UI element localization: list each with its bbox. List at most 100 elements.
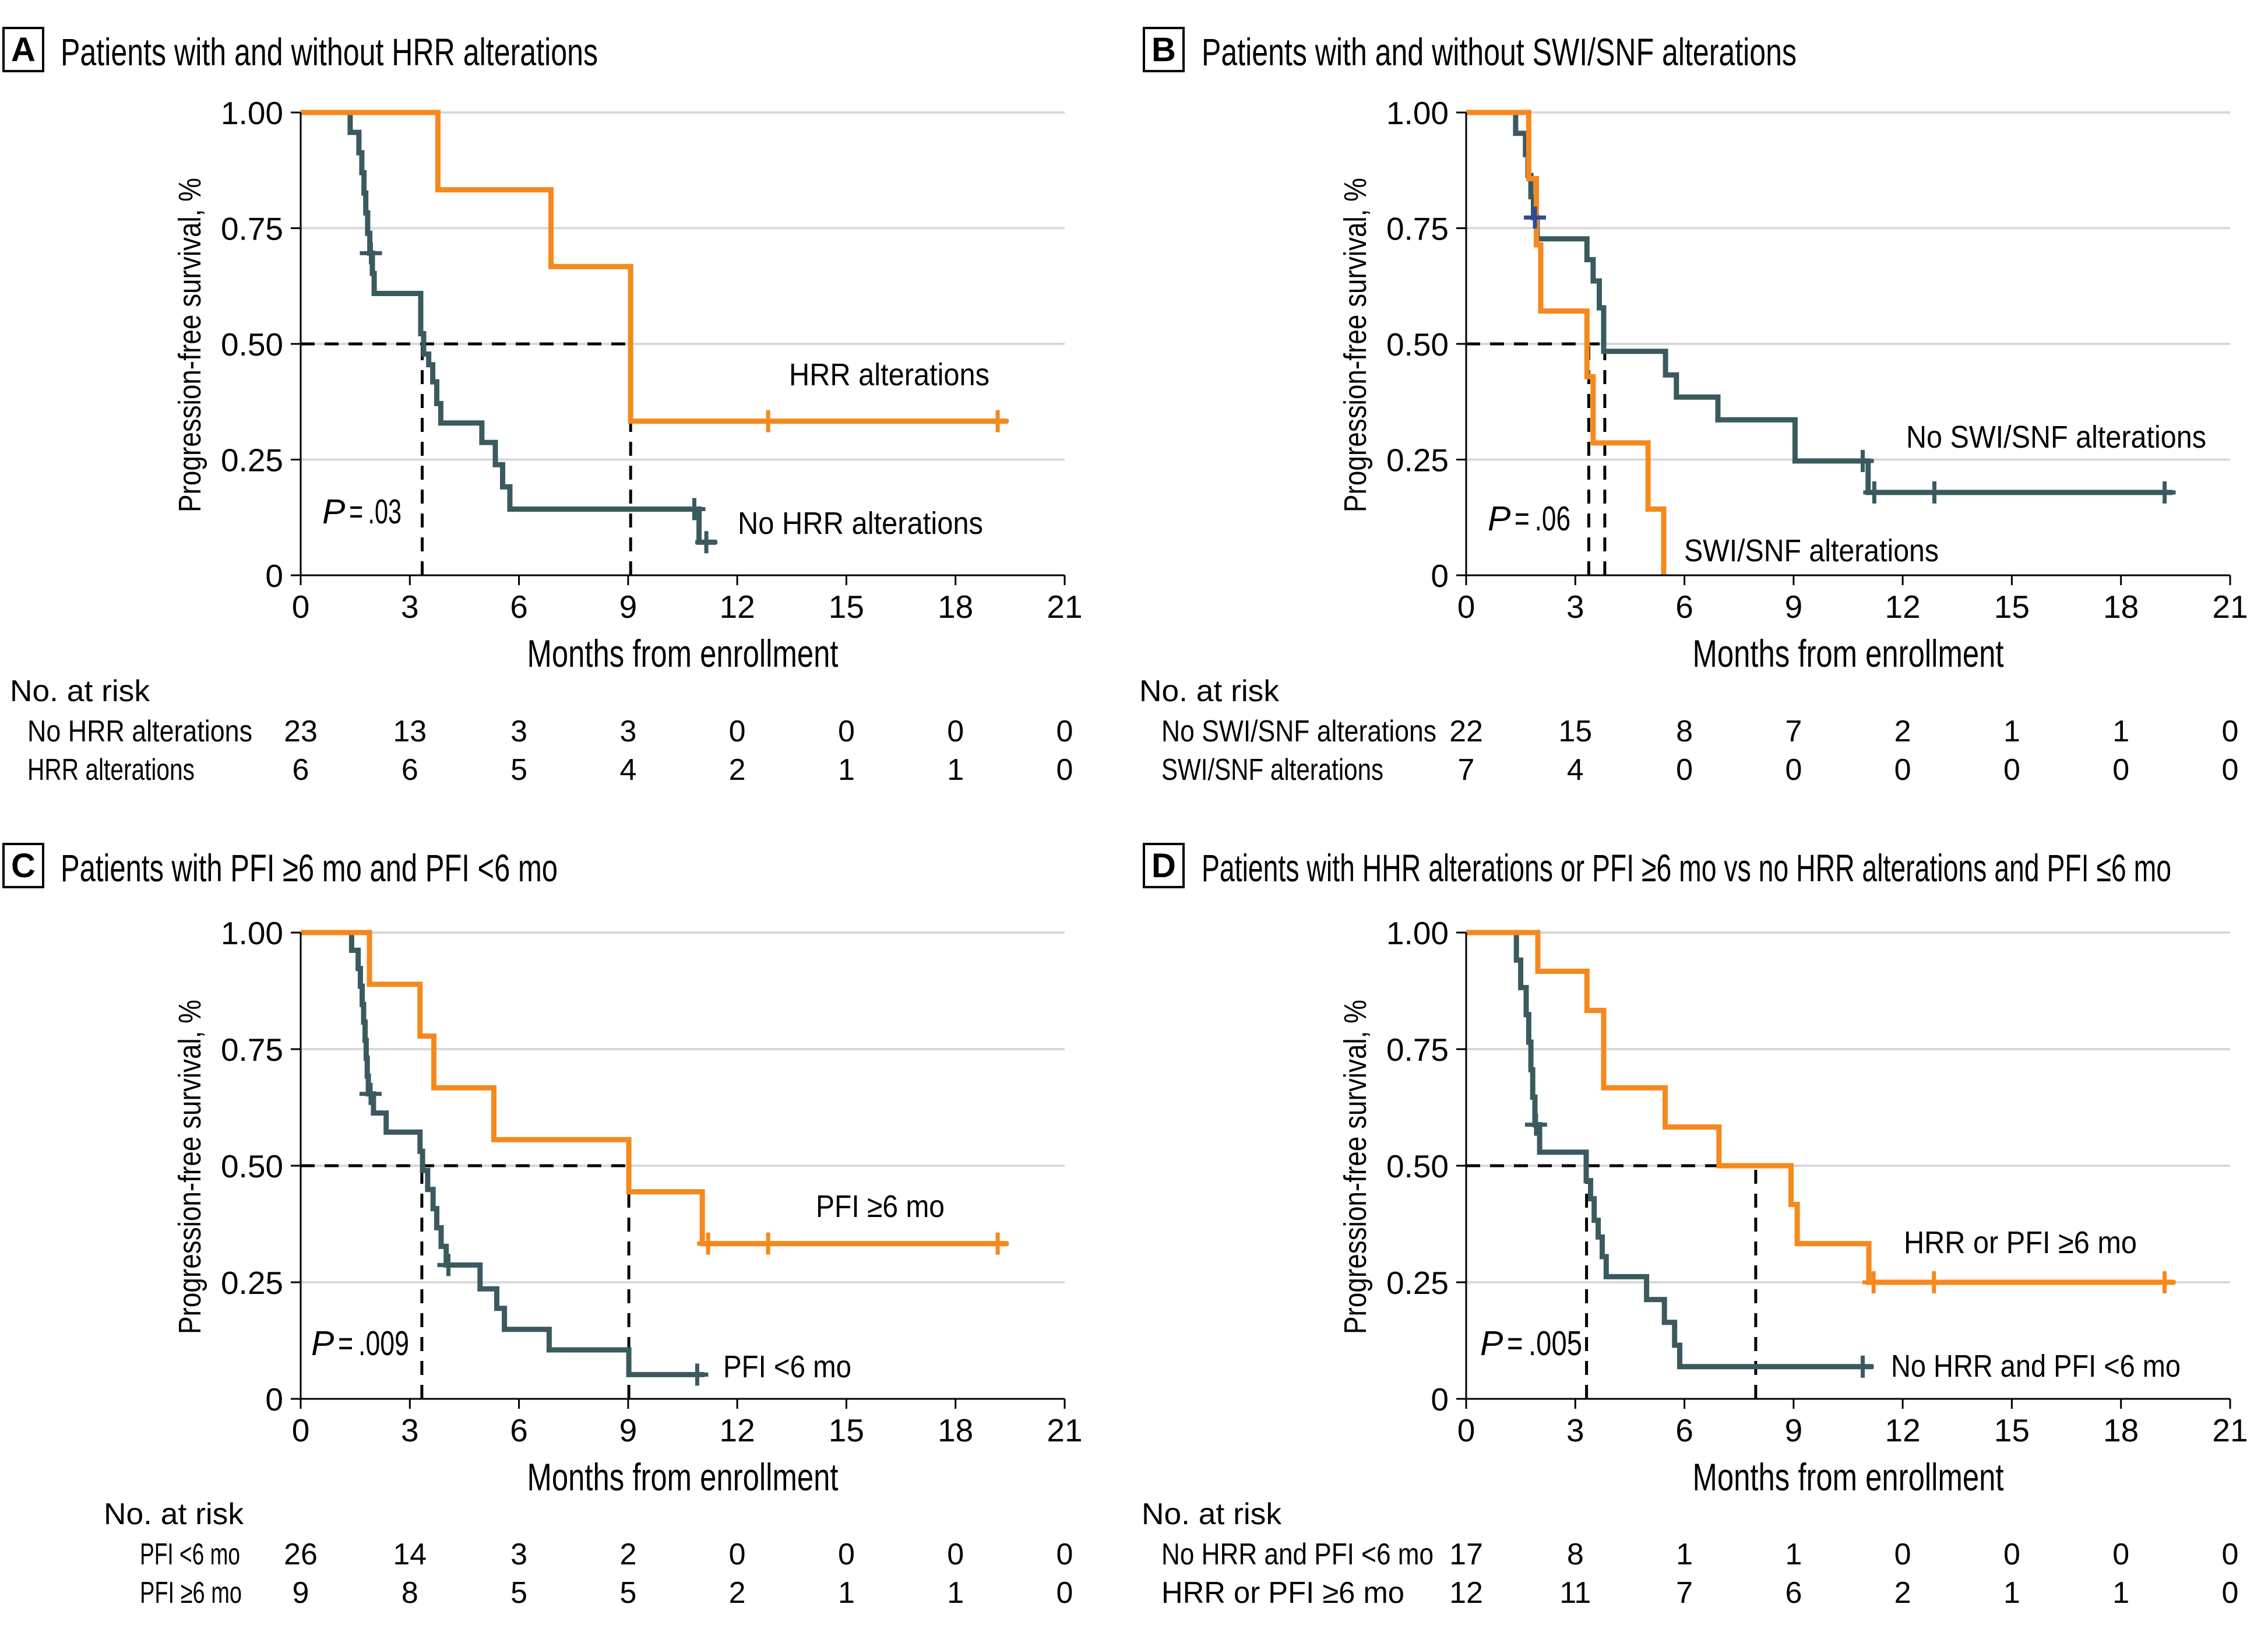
svg-text:3: 3 (1566, 1412, 1584, 1448)
svg-text:0.75: 0.75 (1386, 211, 1449, 247)
svg-text:18: 18 (938, 589, 973, 625)
svg-text:0: 0 (2112, 1538, 2129, 1571)
svg-text:1: 1 (838, 753, 855, 787)
svg-text:15: 15 (1994, 1412, 2030, 1448)
svg-text:0: 0 (1894, 1538, 1911, 1571)
svg-text:Months from enrollment: Months from enrollment (527, 632, 839, 675)
svg-text:Patients with and without SWI/: Patients with and without SWI/SNF altera… (1202, 30, 1797, 73)
svg-text:12: 12 (1885, 1412, 1921, 1448)
svg-text:0.25: 0.25 (1386, 442, 1449, 479)
svg-text:17: 17 (1449, 1538, 1483, 1571)
svg-text:SWI/SNF alterations: SWI/SNF alterations (1161, 753, 1383, 787)
svg-text:2: 2 (1894, 1576, 1911, 1610)
svg-text:3: 3 (510, 1538, 527, 1571)
svg-text:1.00: 1.00 (221, 95, 283, 131)
svg-text:6: 6 (402, 753, 418, 787)
svg-text:Patients with and without HRR: Patients with and without HRR alteration… (61, 30, 598, 73)
svg-text:1: 1 (2003, 1576, 2020, 1610)
svg-text:No HRR and PFI <6 mo: No HRR and PFI <6 mo (1891, 1349, 2181, 1384)
svg-text:0.50: 0.50 (1386, 326, 1449, 363)
svg-text:1: 1 (2003, 715, 2020, 748)
svg-text:6: 6 (1785, 1576, 1802, 1610)
svg-text:0.50: 0.50 (221, 1148, 283, 1184)
svg-text:0: 0 (292, 589, 310, 625)
svg-text:Months from enrollment: Months from enrollment (1693, 632, 2004, 675)
svg-text:= .03: = .03 (349, 493, 402, 531)
svg-text:A: A (11, 31, 36, 69)
svg-text:0.75: 0.75 (221, 1032, 283, 1068)
svg-text:3: 3 (401, 1412, 419, 1448)
svg-text:0: 0 (265, 1381, 283, 1418)
svg-text:8: 8 (402, 1576, 418, 1610)
svg-text:HRR alterations: HRR alterations (789, 357, 989, 392)
svg-text:PFI ≥6 mo: PFI ≥6 mo (816, 1189, 945, 1224)
svg-text:0: 0 (838, 1538, 855, 1571)
svg-text:D: D (1151, 847, 1176, 885)
svg-text:6: 6 (1675, 1412, 1693, 1448)
svg-text:2: 2 (1894, 715, 1911, 748)
svg-text:No HRR alterations: No HRR alterations (738, 506, 983, 541)
svg-text:0: 0 (1056, 1576, 1073, 1610)
svg-text:15: 15 (1558, 715, 1592, 748)
svg-text:PFI ≥6 mo: PFI ≥6 mo (140, 1576, 242, 1610)
svg-text:8: 8 (1567, 1538, 1584, 1571)
svg-text:0.25: 0.25 (221, 1265, 283, 1301)
svg-text:6: 6 (293, 753, 309, 787)
svg-text:21: 21 (1047, 1412, 1082, 1448)
svg-text:12: 12 (1885, 589, 1921, 625)
svg-text:3: 3 (510, 715, 527, 748)
svg-text:7: 7 (1785, 715, 1802, 748)
svg-text:6: 6 (1675, 589, 1693, 625)
svg-text:No. at risk: No. at risk (104, 1497, 244, 1531)
svg-text:Progression-free survival, %: Progression-free survival, % (172, 178, 207, 512)
svg-text:1.00: 1.00 (1386, 915, 1449, 951)
svg-text:21: 21 (1047, 589, 1082, 625)
svg-text:P: P (1488, 500, 1510, 538)
svg-text:Progression-free survival, %: Progression-free survival, % (1338, 1000, 1373, 1334)
svg-text:3: 3 (401, 589, 419, 625)
svg-text:3: 3 (1566, 589, 1584, 625)
svg-text:21: 21 (2212, 1412, 2248, 1448)
svg-text:0: 0 (2003, 753, 2020, 787)
svg-text:0: 0 (2003, 1538, 2020, 1571)
svg-text:0.75: 0.75 (221, 211, 283, 247)
svg-text:0: 0 (1457, 589, 1475, 625)
svg-text:2: 2 (729, 1576, 746, 1610)
svg-text:0: 0 (1431, 558, 1449, 594)
svg-text:0: 0 (1056, 715, 1073, 748)
svg-text:0: 0 (947, 1538, 964, 1571)
svg-text:11: 11 (1559, 1576, 1591, 1610)
svg-text:HRR alterations: HRR alterations (27, 753, 195, 787)
svg-text:6: 6 (510, 589, 528, 625)
svg-text:12: 12 (720, 1412, 755, 1448)
svg-text:9: 9 (293, 1576, 309, 1610)
svg-text:No SWI/SNF alterations: No SWI/SNF alterations (1161, 715, 1436, 748)
svg-text:15: 15 (829, 589, 864, 625)
svg-text:4: 4 (1567, 753, 1584, 787)
svg-text:0.50: 0.50 (221, 326, 283, 363)
svg-text:No HRR alterations: No HRR alterations (27, 715, 252, 748)
svg-text:5: 5 (510, 1576, 527, 1610)
svg-text:1: 1 (947, 753, 964, 787)
svg-text:PFI <6 mo: PFI <6 mo (723, 1349, 851, 1384)
svg-text:5: 5 (510, 753, 527, 787)
svg-text:1: 1 (838, 1576, 855, 1610)
svg-text:Progression-free survival, %: Progression-free survival, % (172, 1000, 207, 1334)
svg-text:15: 15 (1994, 589, 2030, 625)
svg-text:0.50: 0.50 (1386, 1148, 1449, 1184)
svg-text:0: 0 (1431, 1381, 1449, 1418)
svg-text:13: 13 (393, 715, 427, 748)
svg-text:1: 1 (947, 1576, 964, 1610)
svg-text:0: 0 (1056, 753, 1073, 787)
svg-text:0: 0 (947, 715, 964, 748)
svg-text:26: 26 (284, 1538, 318, 1571)
svg-text:0: 0 (838, 715, 855, 748)
svg-text:22: 22 (1449, 715, 1483, 748)
svg-text:C: C (11, 847, 36, 885)
svg-text:4: 4 (619, 753, 636, 787)
svg-text:14: 14 (393, 1538, 427, 1571)
svg-text:6: 6 (510, 1412, 528, 1448)
svg-text:0: 0 (1676, 753, 1693, 787)
svg-text:= .005: = .005 (1507, 1324, 1582, 1363)
svg-text:0: 0 (2222, 715, 2239, 748)
